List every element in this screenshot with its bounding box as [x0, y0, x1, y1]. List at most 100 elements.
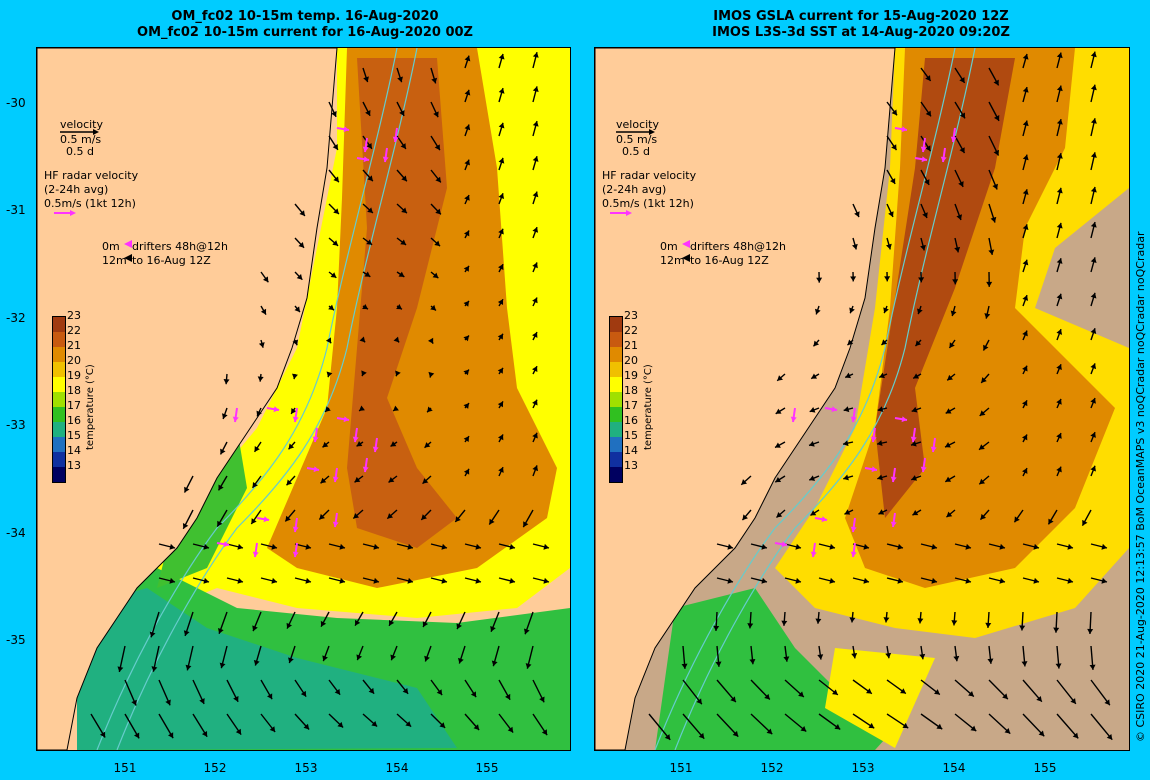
- arrow-head: [532, 262, 538, 269]
- arrow-head: [371, 720, 378, 727]
- arrow-head: [940, 156, 947, 162]
- arrow-head: [664, 734, 671, 740]
- arrow-head: [390, 654, 396, 661]
- arrow-head: [312, 436, 319, 442]
- arrow-head: [1090, 328, 1097, 334]
- arrow-head: [131, 699, 137, 706]
- arrow-head: [915, 340, 922, 347]
- left-title-line1: OM_fc02 10-15m temp. 16-Aug-2020: [171, 9, 439, 24]
- arrow-head: [871, 466, 877, 473]
- arrow-head: [407, 543, 413, 550]
- arrow-head: [464, 55, 471, 62]
- arrow-head: [1048, 518, 1054, 525]
- arrow-head: [775, 442, 781, 448]
- arrow-head: [367, 175, 373, 182]
- lon-label: 152: [760, 761, 784, 775]
- lat-label: -33: [6, 418, 26, 432]
- arrow-head: [325, 406, 331, 412]
- lon-label: 153: [851, 761, 875, 775]
- arrow-head: [1022, 120, 1029, 127]
- arrow-head: [1056, 258, 1063, 264]
- arrow-head: [436, 689, 443, 696]
- arrow-head: [946, 511, 953, 518]
- arrow-head: [332, 143, 338, 150]
- arrow-head: [435, 176, 441, 183]
- arrow-head: [834, 724, 841, 730]
- arrow-head: [1101, 577, 1107, 584]
- arrow-head: [1056, 433, 1062, 439]
- arrow-head: [271, 577, 277, 584]
- arrow-head: [367, 207, 373, 214]
- arrow-head: [920, 244, 926, 251]
- arrow-head: [427, 337, 434, 344]
- arrow-head: [271, 543, 277, 550]
- arrow-head: [879, 372, 885, 379]
- arrow-head: [463, 369, 469, 376]
- lat-label: -30: [6, 96, 26, 110]
- arrow-head: [843, 474, 849, 481]
- arrow-head: [532, 332, 538, 338]
- arrow-head: [352, 436, 359, 442]
- colorbar-tick-label: 18: [67, 384, 81, 397]
- arrow-head: [987, 658, 994, 664]
- arrow-head: [809, 475, 816, 481]
- arrow-head: [911, 406, 918, 413]
- arrow-head: [201, 730, 208, 737]
- arrow-head: [258, 342, 265, 348]
- colorbar-swatch: [53, 467, 65, 482]
- arrow-head: [1090, 292, 1097, 299]
- arrow-head: [365, 110, 371, 116]
- arrow-head: [749, 658, 756, 665]
- arrow-head: [810, 551, 817, 557]
- arrow-head: [850, 526, 857, 532]
- arrow-head: [509, 543, 515, 550]
- arrow-head: [891, 144, 897, 151]
- ocean-hot-core: [347, 58, 457, 548]
- arrow-head: [924, 179, 930, 185]
- arrow-head: [1002, 693, 1008, 700]
- arrow-head: [343, 126, 349, 133]
- arrow-head: [883, 307, 889, 314]
- arrow-head: [455, 516, 461, 522]
- arrow-head: [497, 333, 503, 340]
- arrow-head: [968, 691, 974, 697]
- legend-drifters-12m: 12m: [660, 254, 685, 267]
- arrow-head: [911, 440, 917, 447]
- arrow-head: [269, 726, 276, 732]
- arrow-head: [475, 577, 481, 584]
- arrow-head: [253, 659, 260, 666]
- arrow-head: [475, 543, 481, 550]
- arrow-head: [134, 732, 140, 739]
- arrow-head: [897, 577, 903, 584]
- current-vectors: [90, 52, 550, 739]
- arrow-head: [407, 577, 413, 584]
- arrow-head: [891, 109, 897, 116]
- arrow-head: [294, 306, 300, 313]
- arrow-head: [185, 664, 192, 671]
- coastline: [595, 48, 896, 750]
- legend-drifters-0m: 0m: [102, 240, 120, 253]
- arrow-head: [900, 688, 906, 694]
- colorbar-swatch: [610, 332, 622, 347]
- arrow-head: [881, 339, 888, 346]
- arrow-head: [918, 277, 925, 283]
- sst-yellow-south: [825, 648, 935, 748]
- left-panel-title: OM_fc02 10-15m temp. 16-Aug-2020 OM_fc02…: [40, 9, 570, 41]
- arrow-head: [844, 509, 851, 515]
- arrow-head: [764, 693, 770, 700]
- arrow-head: [1090, 118, 1097, 124]
- arrow-head: [999, 543, 1005, 550]
- legend-hf-scale: 0.5m/s (1kt 12h): [44, 197, 136, 210]
- sst-hot-core: [875, 58, 1015, 518]
- legend-drifters-0m: 0m: [660, 240, 678, 253]
- arrow-head: [359, 405, 365, 411]
- arrow-head: [532, 86, 539, 92]
- arrow-head: [884, 276, 891, 282]
- arrow-head: [498, 157, 505, 164]
- arrow-head: [330, 272, 337, 278]
- arrow-head: [464, 124, 471, 131]
- credit-text: © CSIRO 2020 21-Aug-2020 12:13:57 BoM Oc…: [1134, 231, 1147, 742]
- arrow-head: [237, 543, 243, 550]
- arrow-head: [356, 441, 363, 447]
- arrow-head: [698, 732, 705, 739]
